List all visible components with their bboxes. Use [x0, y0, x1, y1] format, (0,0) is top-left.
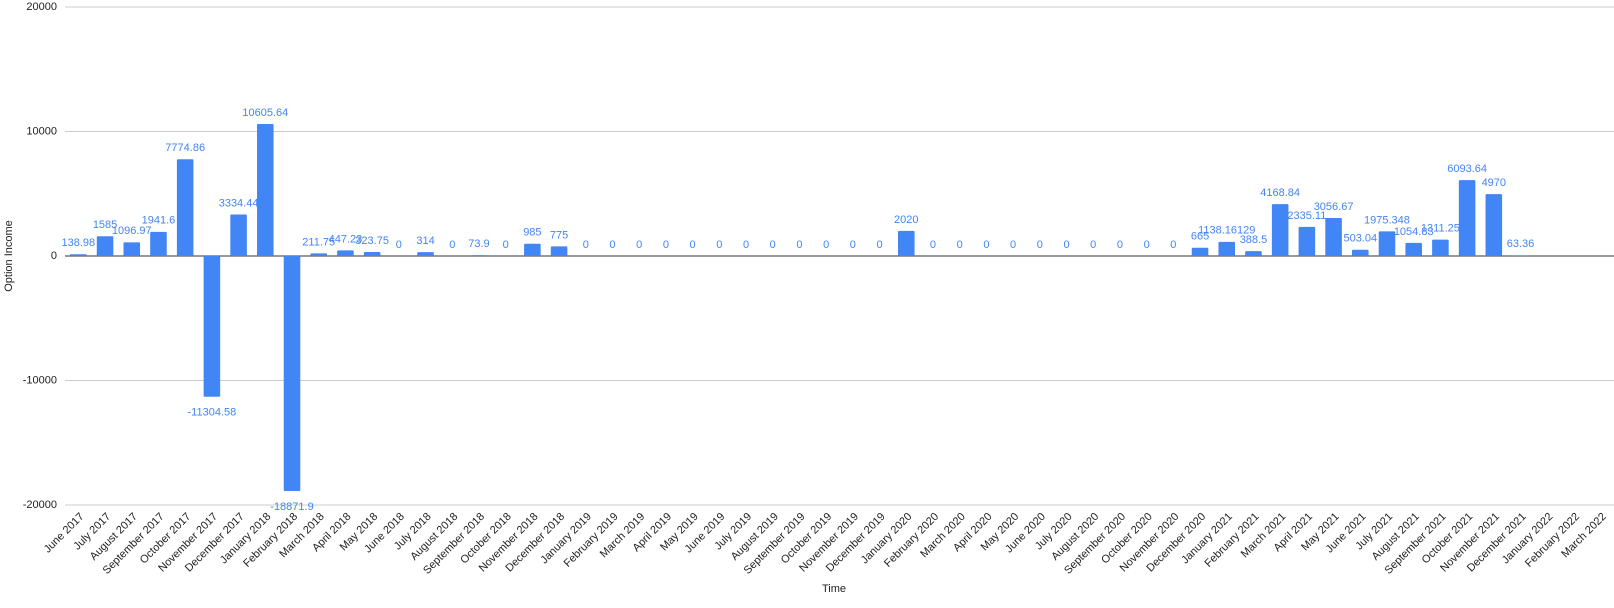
data-label: 388.5: [1240, 234, 1268, 246]
bar: [283, 256, 301, 491]
data-label: 0: [663, 239, 669, 251]
data-label: 0: [1063, 239, 1069, 251]
bar: [1485, 194, 1503, 256]
y-axis-title: Option Income: [3, 220, 15, 292]
y-tick-label: 20000: [26, 1, 57, 13]
bar: [1298, 226, 1316, 256]
data-label: 1054.83: [1394, 226, 1434, 238]
data-label: 4168.84: [1260, 187, 1300, 199]
y-tick-label: 10000: [26, 125, 57, 137]
bar: [310, 253, 327, 256]
data-label: 0: [1090, 239, 1096, 251]
data-label: 0: [609, 239, 615, 251]
data-label: 0: [796, 239, 802, 251]
data-label: 63.36: [1507, 238, 1535, 250]
data-label: 211.75: [302, 236, 335, 248]
data-label: 3334.44: [219, 197, 259, 209]
data-label: 0: [716, 239, 722, 251]
bar: [176, 159, 194, 256]
data-label: 1138.16129: [1198, 225, 1255, 237]
data-label: 4970: [1482, 177, 1506, 189]
data-label: 0: [583, 239, 589, 251]
data-label: 0: [1144, 239, 1150, 251]
bar: [1191, 247, 1209, 256]
data-label: 775: [550, 229, 568, 241]
bar: [470, 255, 488, 256]
data-label: 7774.86: [165, 142, 205, 154]
bar: [96, 236, 114, 256]
bar: [550, 246, 568, 256]
x-axis-title: Time: [822, 583, 846, 595]
data-label: 0: [850, 239, 856, 251]
bar: [1218, 241, 1236, 256]
y-tick-label: -10000: [23, 374, 57, 386]
data-label: 0: [690, 239, 696, 251]
data-label: 1585: [93, 219, 117, 231]
bar: [1405, 242, 1422, 256]
data-label: 10605.64: [242, 107, 288, 119]
data-label: 1096.97: [112, 225, 152, 237]
data-label: 0: [930, 239, 936, 251]
data-label: 0: [770, 239, 776, 251]
data-label: 0: [503, 239, 509, 251]
bar: [1378, 231, 1396, 256]
bar: [1245, 251, 1262, 256]
bar: [1432, 239, 1449, 256]
bar: [363, 251, 381, 256]
bar: [897, 230, 915, 256]
bar: [230, 214, 247, 256]
bar: [1271, 204, 1289, 256]
data-label: 0: [396, 239, 402, 251]
data-label: 0: [957, 239, 963, 251]
data-label: 6093.64: [1447, 163, 1487, 175]
data-label: 0: [743, 239, 749, 251]
data-label: 1941.6: [142, 215, 176, 227]
y-tick-label: 0: [51, 250, 57, 262]
data-label: 0: [876, 239, 882, 251]
data-label: 3056.67: [1314, 201, 1354, 213]
data-label: 447.23: [329, 233, 363, 245]
data-label: 73.9: [468, 238, 489, 250]
bar: [1325, 217, 1342, 256]
data-label: 2335.11: [1287, 210, 1326, 222]
data-label: 0: [636, 239, 642, 251]
data-label: 665: [1191, 231, 1209, 243]
data-label: -11304.58: [188, 407, 237, 419]
bar: [123, 242, 141, 256]
bar: [524, 243, 541, 256]
data-label: 503.04: [1343, 233, 1377, 245]
bar: [1458, 180, 1476, 256]
data-label: 0: [1170, 239, 1176, 251]
data-label: 0: [1010, 239, 1016, 251]
data-label: 0: [983, 239, 989, 251]
data-label: 0: [1037, 239, 1043, 251]
data-label: 2020: [894, 214, 918, 226]
data-label: 323.75: [355, 235, 389, 247]
y-tick-label: -20000: [23, 499, 57, 511]
bar: [203, 256, 221, 397]
data-label: 0: [823, 239, 829, 251]
bar: [257, 123, 274, 257]
data-label: 985: [523, 227, 541, 239]
data-label: 314: [416, 235, 434, 247]
data-label: 138.98: [62, 237, 96, 249]
bar: [70, 254, 87, 256]
data-label: 1975.348: [1364, 214, 1410, 226]
data-label: 0: [1117, 239, 1123, 251]
bar: [417, 252, 434, 256]
bar: [1512, 255, 1529, 256]
bar: [337, 250, 354, 256]
bar: [150, 231, 167, 256]
data-label: 1311.25: [1421, 223, 1460, 235]
bar: [1352, 249, 1369, 256]
data-label: -18871.9: [270, 501, 313, 513]
data-label: 0: [449, 239, 455, 251]
